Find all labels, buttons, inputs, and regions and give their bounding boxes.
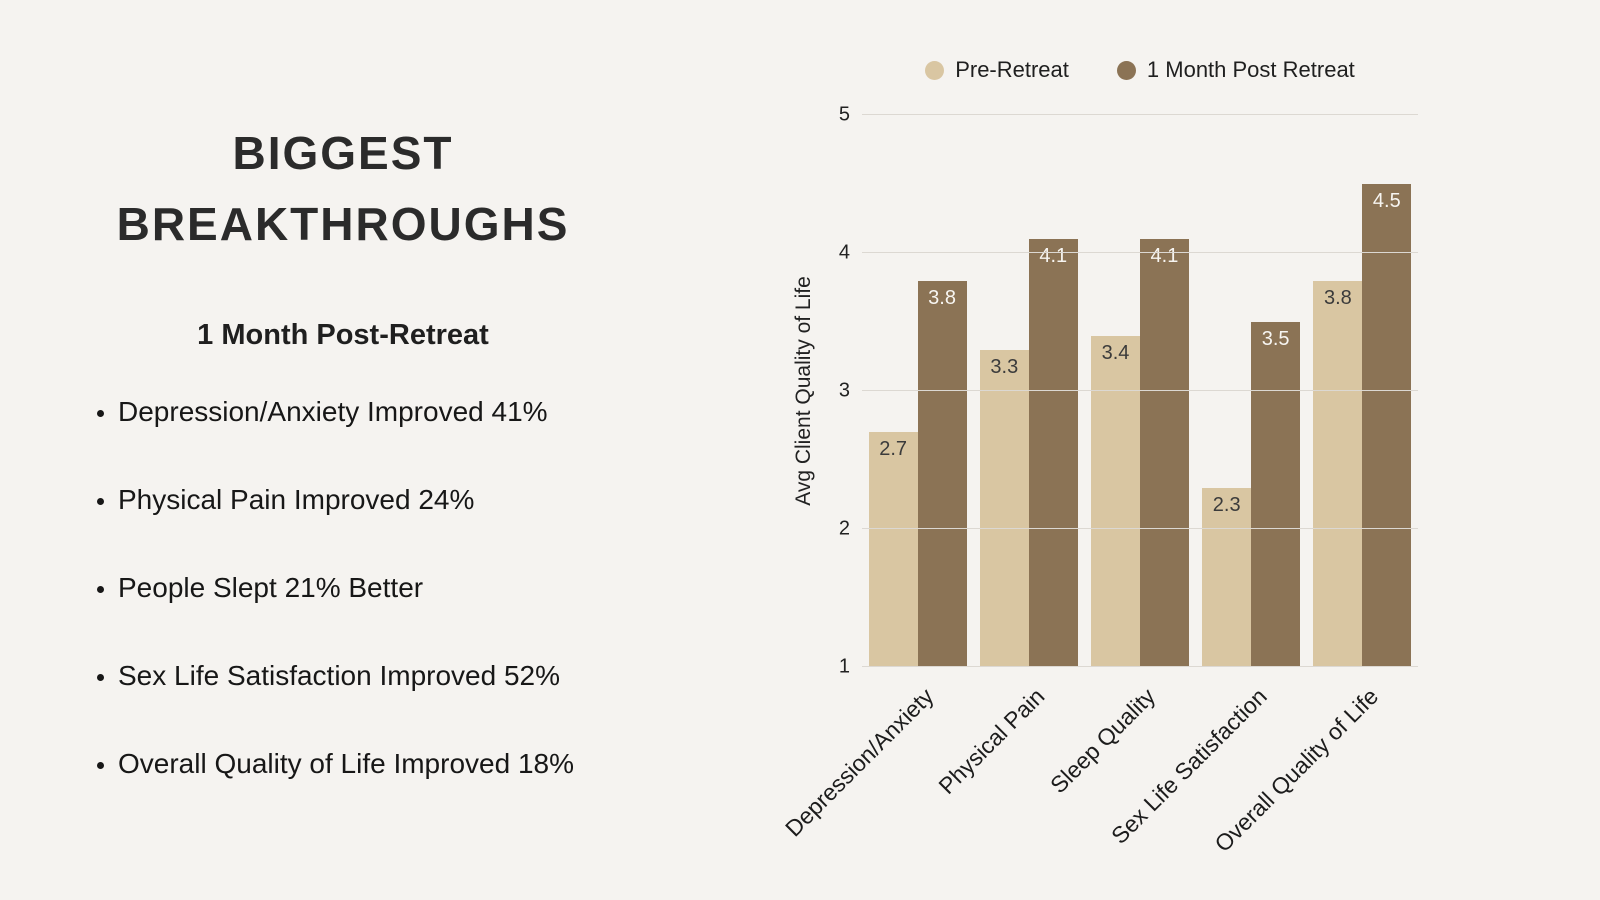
bar: 2.3 <box>1202 487 1252 667</box>
page-title: BIGGEST BREAKTHROUGHS <box>78 118 608 261</box>
y-tick-label: 3 <box>838 379 850 402</box>
legend-label-post: 1 Month Post Retreat <box>1146 57 1355 82</box>
y-tick-label: 4 <box>838 241 850 264</box>
bar-chart: Pre-Retreat 1 Month Post Retreat Avg Cli… <box>770 55 1530 875</box>
legend-label-pre: Pre-Retreat <box>955 57 1069 82</box>
bar: 3.8 <box>1313 280 1363 667</box>
bullet-item: Physical Pain Improved 24% <box>118 484 608 516</box>
x-axis-label: Depression/Anxiety <box>779 683 939 842</box>
bullet-item: Overall Quality of Life Improved 18% <box>118 748 608 780</box>
left-panel: BIGGEST BREAKTHROUGHS 1 Month Post-Retre… <box>78 118 608 836</box>
bullet-item: Depression/Anxiety Improved 41% <box>118 396 608 428</box>
x-axis-label: Sleep Quality <box>1045 683 1161 799</box>
chart-legend: Pre-Retreat 1 Month Post Retreat <box>862 57 1418 83</box>
plot-area: 2.7 3.8 Depression/Anxiety 3.3 4.1 Physical P… <box>780 114 1418 857</box>
subtitle: 1 Month Post-Retreat <box>197 318 489 351</box>
bar: 4.1 <box>1139 239 1189 667</box>
gridline <box>862 666 1418 667</box>
legend-swatch-pre <box>925 60 945 80</box>
y-axis-ticks: 1 2 3 4 5 <box>806 104 850 678</box>
bar: 3.3 <box>979 349 1029 667</box>
y-tick-label: 2 <box>838 517 850 540</box>
bar-group: 2.3 3.5 Sex Life Satisfaction <box>1106 115 1307 849</box>
bar-value-label: 4.5 <box>1372 190 1401 212</box>
bar-value-label: 4.1 <box>1039 245 1068 268</box>
bullet-item: Sex Life Satisfaction Improved 52% <box>118 660 608 692</box>
y-tick-label: 5 <box>838 103 850 126</box>
legend-item-post: 1 Month Post Retreat <box>1116 57 1355 83</box>
bullet-list: Depression/Anxiety Improved 41% Physical … <box>78 396 608 780</box>
bar-group: 3.4 4.1 Sleep Quality <box>1045 115 1195 798</box>
y-tick-label: 1 <box>838 655 850 678</box>
bar-group: 3.3 4.1 Physical Pain <box>933 115 1084 799</box>
gridline <box>862 252 1418 253</box>
bar: 4.5 <box>1362 184 1412 667</box>
bar-value-label: 3.8 <box>1323 286 1352 309</box>
gridline <box>862 390 1418 391</box>
bar-value-label: 3.8 <box>928 286 956 309</box>
bar-groups: 2.7 3.8 Depression/Anxiety 3.3 4.1 Physical P… <box>780 115 1418 857</box>
bar-value-label: 3.5 <box>1261 328 1290 350</box>
bar-value-label: 4.1 <box>1150 245 1179 268</box>
bar: 3.8 <box>917 280 967 667</box>
gridline <box>862 528 1418 529</box>
bullet-item: People Slept 21% Better <box>118 572 608 604</box>
page-title-line2: BREAKTHROUGHS <box>116 198 570 251</box>
legend-item-pre: Pre-Retreat <box>925 57 1069 83</box>
x-axis-label: Physical Pain <box>933 683 1050 800</box>
bar: 4.1 <box>1028 239 1078 667</box>
page-title-line1: BIGGEST <box>232 127 454 179</box>
bar-group: 2.7 3.8 Depression/Anxiety <box>780 115 973 842</box>
bar-value-label: 3.3 <box>990 355 1019 378</box>
bar-value-label: 2.3 <box>1212 493 1241 516</box>
bar: 2.7 <box>868 432 918 667</box>
gridline <box>862 114 1418 115</box>
bar-value-label: 2.7 <box>879 438 908 461</box>
bar-group: 3.8 4.5 Overall Quality of Life <box>1209 115 1418 857</box>
legend-swatch-post <box>1116 60 1136 80</box>
bar: 3.5 <box>1251 322 1301 667</box>
bar: 3.4 <box>1091 335 1140 667</box>
bar-value-label: 3.4 <box>1101 341 1130 364</box>
